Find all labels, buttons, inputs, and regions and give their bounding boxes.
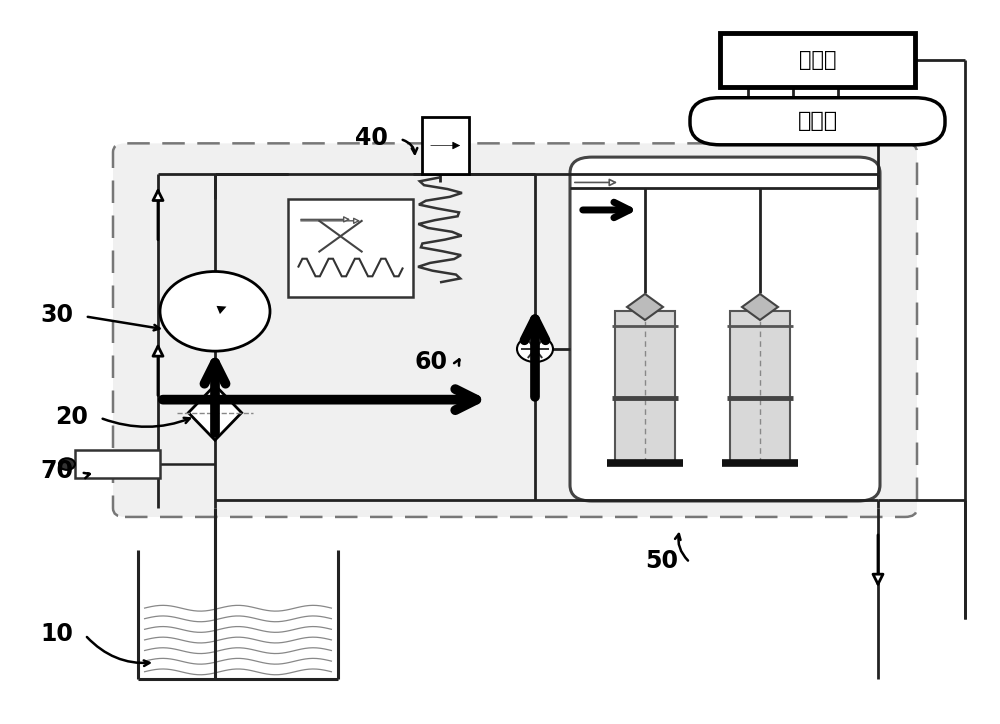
FancyBboxPatch shape bbox=[113, 143, 917, 517]
Text: 20: 20 bbox=[55, 405, 88, 429]
Text: 喷油器: 喷油器 bbox=[799, 50, 836, 70]
Bar bbox=[288, 199, 413, 297]
Bar bbox=[730, 311, 790, 463]
Circle shape bbox=[160, 272, 270, 351]
Bar bbox=[615, 311, 675, 463]
Bar bbox=[422, 117, 469, 174]
Polygon shape bbox=[627, 294, 663, 320]
Circle shape bbox=[517, 336, 553, 362]
Circle shape bbox=[59, 458, 75, 470]
FancyBboxPatch shape bbox=[570, 157, 880, 501]
Text: 60: 60 bbox=[415, 350, 448, 374]
Polygon shape bbox=[188, 385, 242, 440]
Text: 10: 10 bbox=[40, 622, 73, 646]
Polygon shape bbox=[742, 294, 778, 320]
Text: 40: 40 bbox=[355, 126, 388, 150]
Text: 70: 70 bbox=[40, 459, 73, 483]
Text: 共轨管: 共轨管 bbox=[797, 111, 838, 131]
FancyBboxPatch shape bbox=[690, 98, 945, 145]
Text: 50: 50 bbox=[645, 550, 678, 573]
Text: 30: 30 bbox=[40, 303, 73, 327]
Bar bbox=[720, 33, 915, 87]
Bar bbox=[75, 450, 160, 478]
